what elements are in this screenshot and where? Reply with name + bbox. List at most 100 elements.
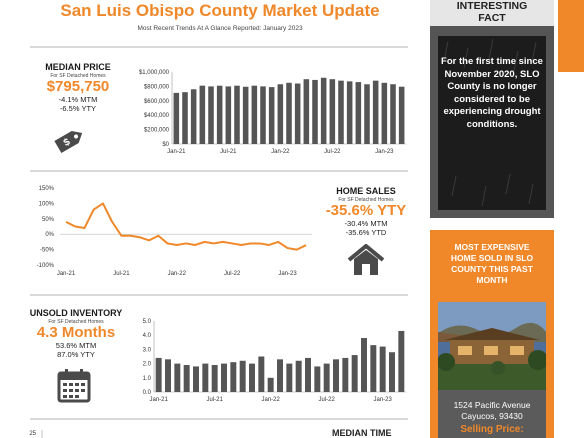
bar bbox=[295, 360, 302, 392]
bar bbox=[379, 346, 386, 392]
home-sales-value: -35.6% YTY bbox=[325, 202, 407, 219]
home-sales-kpi: HOME SALES For SF Detached Homes -35.6% … bbox=[322, 186, 410, 237]
home-sales-chart: -100% -50% 0% 50% 100% 150% Jan-21 Jul-21 Jan-22… bbox=[37, 186, 312, 277]
bar bbox=[320, 77, 327, 144]
most-expensive-heading: MOST EXPENSIVE HOME SOLD IN SLO COUNTY T… bbox=[430, 242, 554, 286]
bar bbox=[216, 85, 223, 144]
interesting-fact-text: For the first time since November 2020, … bbox=[441, 56, 543, 130]
bar bbox=[277, 84, 284, 144]
bar bbox=[230, 362, 237, 392]
svg-text:$: $ bbox=[62, 136, 73, 149]
bar bbox=[182, 92, 188, 144]
most-expensive-panel: MOST EXPENSIVE HOME SOLD IN SLO COUNTY T… bbox=[430, 230, 554, 438]
page-subtitle: Most Recent Trends At A Glance Reported:… bbox=[137, 25, 303, 32]
home-sales-ytd: -35.6% YTD bbox=[345, 228, 387, 237]
bar bbox=[364, 84, 370, 144]
bar bbox=[208, 86, 214, 144]
divider bbox=[30, 294, 408, 296]
divider bbox=[30, 46, 408, 48]
home-sales-mtm: -30.4% MTM bbox=[344, 219, 388, 228]
bar bbox=[286, 82, 292, 144]
bar bbox=[260, 86, 266, 144]
median-price-title: MEDIAN PRICE bbox=[45, 62, 111, 72]
x-tick-label: Jul-21 bbox=[206, 397, 223, 403]
unsold-inventory-kpi: UNSOLD INVENTORY For SF Detached Homes 4… bbox=[26, 308, 126, 359]
unsold-inventory-value: 4.3 Months bbox=[36, 324, 116, 341]
y-tick-label: $200,000 bbox=[144, 128, 170, 134]
unsold-inventory-subtitle: For SF Detached Homes bbox=[48, 319, 104, 325]
y-tick-label: $400,000 bbox=[144, 113, 170, 119]
unsold-inventory-mtm: 53.6% MTM bbox=[55, 341, 97, 350]
x-tick-label: Jul-21 bbox=[220, 149, 237, 155]
median-price-subtitle: For SF Detached Homes bbox=[50, 73, 106, 79]
y-tick-label: 0.0 bbox=[143, 390, 152, 396]
divider bbox=[30, 418, 408, 420]
bar bbox=[303, 79, 310, 144]
price-tag-icon: $ bbox=[54, 130, 83, 154]
bar bbox=[370, 345, 377, 392]
median-price-kpi: MEDIAN PRICE For SF Detached Homes $795,… bbox=[34, 62, 122, 113]
bar bbox=[234, 85, 240, 144]
house-photo bbox=[438, 302, 546, 390]
x-tick-label: Jul-21 bbox=[113, 271, 130, 277]
bar bbox=[221, 363, 227, 392]
x-tick-label: Jan-23 bbox=[278, 271, 297, 277]
bar bbox=[305, 357, 311, 392]
x-tick-label: Jul-22 bbox=[224, 271, 241, 277]
bar bbox=[165, 359, 171, 392]
bar bbox=[155, 357, 162, 392]
x-tick-label: Jul-22 bbox=[324, 149, 341, 155]
x-tick-label: Jan-23 bbox=[375, 149, 394, 155]
bar bbox=[211, 365, 218, 392]
home-sales-subtitle: For SF Detached Homes bbox=[338, 197, 394, 203]
unsold-inventory-title: UNSOLD INVENTORY bbox=[29, 308, 123, 318]
y-tick-label: 4.0 bbox=[143, 333, 152, 339]
y-tick-label: 0% bbox=[45, 232, 54, 238]
calendar-icon bbox=[57, 369, 91, 403]
median-price-chart: $0 $200,000 $400,000 $600,000 $800,000 $1,000… bbox=[139, 70, 406, 155]
bar bbox=[286, 363, 293, 392]
bar bbox=[173, 92, 180, 144]
interesting-fact-heading-text: INTERESTING FACT bbox=[456, 0, 528, 24]
bar bbox=[312, 79, 318, 144]
bar bbox=[338, 80, 344, 144]
median-price-yty: -6.5% YTY bbox=[59, 104, 97, 113]
bar bbox=[174, 363, 181, 392]
bar bbox=[390, 84, 396, 144]
y-tick-label: 1.0 bbox=[143, 376, 152, 382]
x-tick-label: Jul-22 bbox=[318, 397, 335, 403]
bar bbox=[258, 356, 265, 392]
bar bbox=[355, 82, 362, 144]
home-sales-title: HOME SALES bbox=[336, 186, 396, 196]
interesting-fact-box: For the first time since November 2020, … bbox=[438, 36, 546, 210]
most-expensive-heading-text: MOST EXPENSIVE HOME SOLD IN SLO COUNTY T… bbox=[450, 242, 534, 285]
bar bbox=[351, 355, 358, 392]
x-tick-label: Jan-22 bbox=[261, 397, 280, 403]
bar bbox=[323, 363, 330, 392]
bar bbox=[389, 352, 395, 392]
bar bbox=[277, 359, 283, 392]
address-line-2: Cayucos, 93430 bbox=[461, 411, 523, 421]
bar bbox=[329, 79, 336, 144]
rain-background-icon bbox=[443, 38, 537, 207]
x-tick-label: Jan-22 bbox=[168, 271, 187, 277]
x-tick-label: Jan-23 bbox=[373, 397, 392, 403]
y-tick-label: $1,000,000 bbox=[139, 70, 170, 76]
interesting-fact-panel: INTERESTING FACT For the first time sinc… bbox=[430, 0, 554, 218]
unsold-inventory-chart: 0.0 1.0 2.0 3.0 4.0 5.0 Jan-21 Jul-21 Jan-22 Jul-… bbox=[143, 319, 406, 403]
interesting-fact-heading: INTERESTING FACT bbox=[430, 0, 554, 26]
y-tick-label: -50% bbox=[40, 248, 55, 254]
page-title: San Luis Obispo County Market Update bbox=[60, 1, 380, 20]
most-expensive-address: 1524 Pacific Avenue Cayucos, 93430 bbox=[438, 400, 546, 422]
y-tick-label: $0 bbox=[162, 142, 169, 148]
y-tick-label: 100% bbox=[39, 201, 55, 207]
y-tick-label: $800,000 bbox=[144, 84, 170, 90]
divider bbox=[30, 170, 408, 172]
median-time-chart: 25 bbox=[29, 430, 43, 438]
bar bbox=[346, 81, 353, 144]
bar bbox=[225, 86, 232, 144]
y-tick-label: 150% bbox=[39, 186, 55, 192]
median-price-mtm: -4.1% MTM bbox=[58, 95, 98, 104]
median-time-title: MEDIAN TIME bbox=[332, 428, 392, 438]
y-tick-label: 50% bbox=[42, 217, 55, 223]
